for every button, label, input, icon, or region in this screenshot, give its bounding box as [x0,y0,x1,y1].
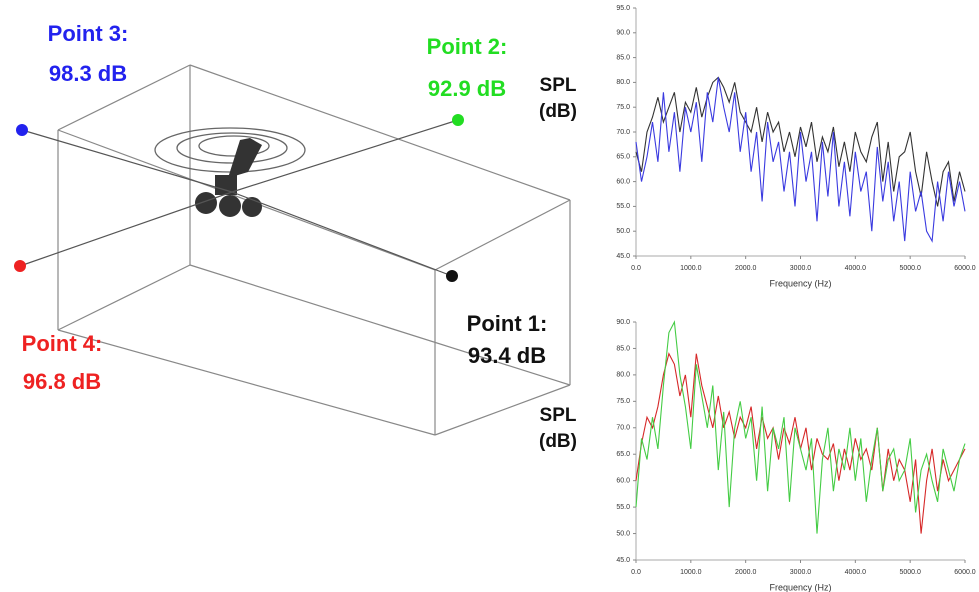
charts: 45.0 50.0 55.0 60.0 65.0 70.0 75.0 80.0 85.0 90.0… [616,5,975,592]
y-tick-label: 90.0 [616,30,630,37]
y-axis-label: SPL (dB) [539,75,577,122]
probe-value: 98.3 dB [49,61,127,86]
probe-value: 93.4 dB [468,343,546,368]
y-tick-label: 70.0 [616,129,630,136]
y-tick-label: 60.0 [616,178,630,185]
x-tick-label: 0.0 [631,265,641,272]
x-tick-label: 4000.0 [845,265,867,272]
probe-label: Point 4: [22,331,103,356]
y-tick-label: 95.0 [616,5,630,12]
x-tick-label: 1000.0 [680,265,702,272]
x-tick-label: 3000.0 [790,265,812,272]
probe-label: Point 3: [48,21,129,46]
y-tick-label: 70.0 [616,425,630,432]
x-tick-label: 3000.0 [790,569,812,576]
y-tick-label: 85.0 [616,345,630,352]
line-series [635,77,966,243]
x-tick-label: 5000.0 [899,265,921,272]
source-rings [154,127,306,173]
probe-line [21,129,233,193]
x-tick-label: 2000.0 [735,569,757,576]
y-tick-label: 75.0 [616,104,630,111]
probe-dot [16,124,28,136]
y-tick-label: 80.0 [616,372,630,379]
y-tick-label: 55.0 [616,504,630,511]
probe-line [19,191,233,267]
line-series [635,320,966,534]
x-axis-label: Frequency (Hz) [769,278,831,288]
probe-label: Point 1: [467,311,548,336]
y-tick-label: 85.0 [616,54,630,61]
x-tick-label: 6000.0 [954,265,976,272]
y-tick-label: 65.0 [616,154,630,161]
probe-dot [446,270,458,282]
y-tick-label: 60.0 [616,478,630,485]
y-tick-label: 65.0 [616,451,630,458]
y-tick-label: 90.0 [616,319,630,326]
x-tick-label: 2000.0 [735,265,757,272]
y-tick-label: 50.0 [616,228,630,235]
y-tick-label: 55.0 [616,203,630,210]
probe-line [231,191,453,277]
probe-dot [14,260,26,272]
y-tick-label: 75.0 [616,398,630,405]
robot [195,138,262,217]
y-tick-label: 50.0 [616,530,630,537]
y-tick-label: 45.0 [616,253,630,260]
domain-box [57,64,571,436]
x-tick-label: 5000.0 [899,569,921,576]
x-axis-label: Frequency (Hz) [769,582,831,592]
y-tick-label: 80.0 [616,79,630,86]
probe-points: Point 3: 98.3 dB Point 2: 92.9 dB Point 1: 93… [14,21,547,394]
probe-value: 92.9 dB [428,76,506,101]
probe-line [231,119,459,193]
line-series [635,76,966,207]
y-tick-label: 45.0 [616,557,630,564]
x-tick-label: 1000.0 [680,569,702,576]
x-tick-label: 6000.0 [954,569,976,576]
probe-dot [452,114,464,126]
probe-label: Point 2: [427,34,508,59]
x-tick-label: 0.0 [631,569,641,576]
probe-value: 96.8 dB [23,369,101,394]
y-axis-label: SPL (dB) [539,405,577,452]
x-tick-label: 4000.0 [845,569,867,576]
